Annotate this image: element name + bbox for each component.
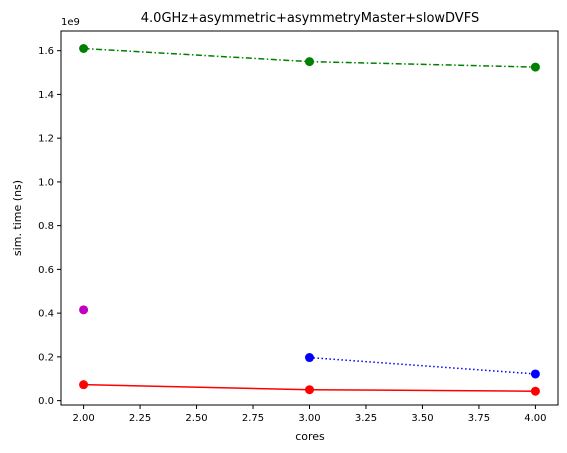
y-tick-label: 1.4	[38, 90, 54, 101]
y-tick-label: 0.6	[38, 265, 54, 276]
data-point	[530, 386, 540, 396]
y-tick-label: 0.2	[38, 352, 54, 363]
data-point	[305, 385, 314, 395]
x-tick-label: 4.00	[524, 413, 546, 424]
series-0	[79, 43, 540, 72]
series-1	[79, 305, 89, 315]
x-tick-label: 3.50	[411, 413, 433, 424]
data-point	[530, 369, 540, 379]
data-point	[530, 62, 540, 72]
data-point	[79, 305, 89, 315]
x-tick-label: 2.25	[129, 413, 151, 424]
y-axis-label: sim. time (ns)	[11, 180, 24, 256]
x-tick-label: 3.25	[355, 413, 377, 424]
chart-title: 4.0GHz+asymmetric+asymmetryMaster+slowDV…	[141, 11, 479, 26]
x-tick-label: 3.00	[298, 413, 320, 424]
x-tick-label: 2.00	[72, 413, 94, 424]
y-offset-label: 1e9	[61, 17, 80, 28]
data-point	[79, 380, 89, 390]
series-2	[305, 353, 540, 379]
series-line	[309, 356, 536, 375]
x-axis: 2.00 2.25 2.50 2.75 3.00 3.25 3.50 3.75 4.00	[72, 405, 547, 424]
y-tick-label: 1.2	[38, 134, 54, 145]
series-3	[79, 380, 540, 396]
x-tick-label: 2.50	[185, 413, 207, 424]
series-layer	[79, 43, 540, 396]
data-point	[79, 43, 89, 53]
y-tick-label: 0.8	[38, 221, 54, 232]
y-tick-label: 0.0	[38, 396, 54, 407]
y-axis: 0.0 0.2 0.4 0.6 0.8 1.0 1.2 1.4 1.6	[38, 46, 61, 407]
x-tick-label: 3.75	[468, 413, 490, 424]
x-axis-label: cores	[295, 430, 325, 443]
data-point	[305, 353, 314, 363]
y-tick-label: 1.6	[38, 46, 54, 57]
data-point	[305, 57, 314, 67]
plot-area	[61, 31, 558, 405]
y-tick-label: 0.4	[38, 309, 54, 320]
x-tick-label: 2.75	[242, 413, 264, 424]
y-tick-label: 1.0	[38, 177, 54, 188]
